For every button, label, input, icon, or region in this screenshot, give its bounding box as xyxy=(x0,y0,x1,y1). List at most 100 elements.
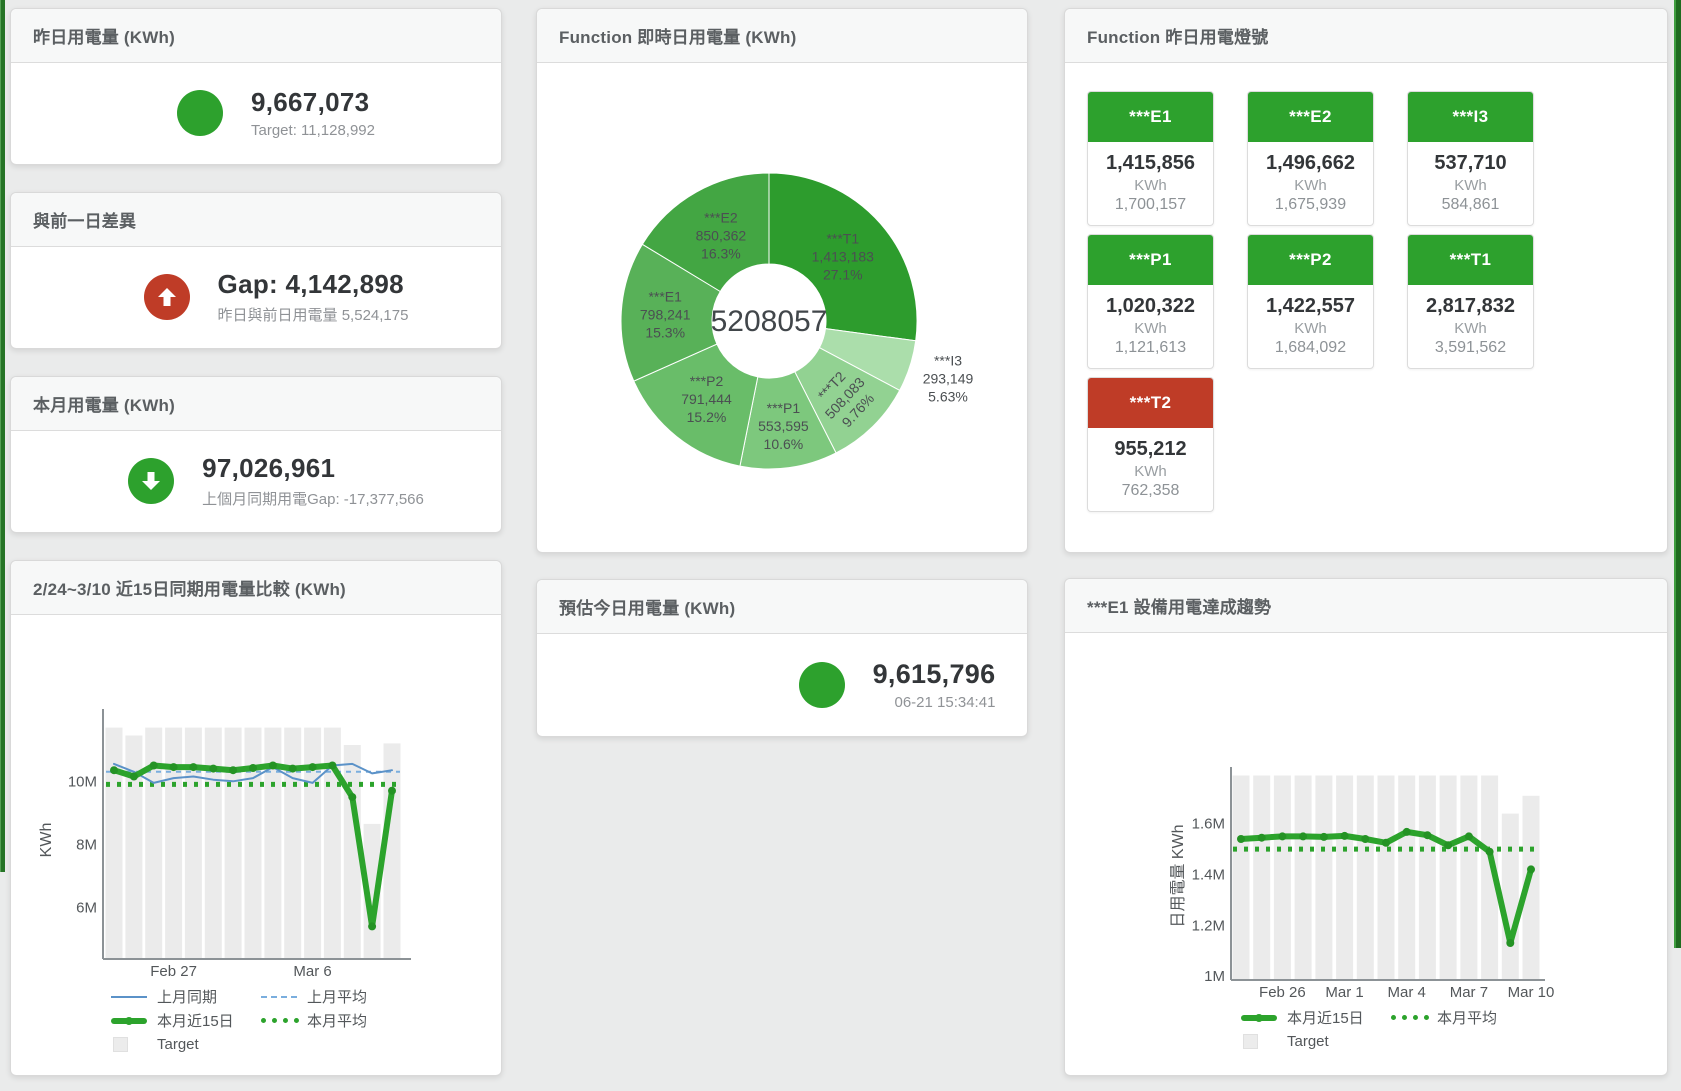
y-tick-label: 1M xyxy=(1204,968,1225,985)
light-card-value: 1,415,856 xyxy=(1106,152,1195,174)
panel-title[interactable]: Function 即時日用電量 (KWh) xyxy=(559,28,797,47)
legend-square-icon xyxy=(1243,1034,1258,1049)
panel-title[interactable]: 本月用電量 (KWh) xyxy=(33,396,175,415)
light-card-unit: KWh xyxy=(1134,463,1167,480)
legend-label: 本月近15日 xyxy=(1287,1010,1364,1027)
panel-title[interactable]: Function 昨日用電燈號 xyxy=(1087,28,1269,47)
donut-slice-label: ***P2 791,444 15.2% xyxy=(681,373,732,425)
legend-item-dots[interactable]: 本月平均 xyxy=(1391,1007,1497,1028)
light-card-target: 3,591,562 xyxy=(1434,339,1507,356)
stat-row: Gap: 4,142,898 昨日與前日用電量 5,524,175 xyxy=(31,247,521,347)
light-card-value: 1,020,322 xyxy=(1106,295,1195,317)
series-point xyxy=(1319,832,1328,841)
light-card-status-header: ***T2 xyxy=(1088,378,1213,428)
light-card-unit: KWh xyxy=(1134,320,1167,337)
target-bar xyxy=(383,743,401,959)
donut-slice-label: ***E2 850,362 16.3% xyxy=(696,210,747,262)
light-card-unit: KWh xyxy=(1454,177,1487,194)
panel-header: 本月用電量 (KWh) xyxy=(11,377,501,431)
legend-label: Target xyxy=(1287,1033,1329,1050)
light-card-T2: ***T2 955,212 KWh 762,358 xyxy=(1087,377,1214,512)
panel-title[interactable]: 2/24~3/10 近15日同期用電量比較 (KWh) xyxy=(33,580,346,599)
panel-title[interactable]: 預估今日用電量 (KWh) xyxy=(559,599,736,618)
legend-item-dash[interactable]: 上月平均 xyxy=(261,986,367,1007)
light-card-unit: KWh xyxy=(1454,320,1487,337)
legend-thick-icon xyxy=(1241,1013,1277,1022)
series-point xyxy=(1506,939,1515,947)
trend-compare-chart: 6M 8M 10M Feb 27 Mar 6 KWh xyxy=(38,709,411,980)
e1-chart-legend: 本月近15日 本月平均 Target xyxy=(1241,1007,1497,1052)
month-usage-gap: 上個月同期用電Gap: -17,377,566 xyxy=(202,491,424,508)
target-bar xyxy=(165,727,183,959)
target-bar xyxy=(284,727,302,959)
light-card-target: 1,700,157 xyxy=(1114,196,1187,213)
x-tick-label: Feb 26 xyxy=(1259,984,1306,1001)
panel-trend-compare: 2/24~3/10 近15日同期用電量比較 (KWh) 6M 8M 10M Feb 2… xyxy=(10,560,502,1076)
stat-row: 97,026,961 上個月同期用電Gap: -17,377,566 xyxy=(31,431,521,531)
series-point xyxy=(189,763,198,772)
legend-dots-icon xyxy=(1391,1015,1429,1020)
panel-header: 2/24~3/10 近15日同期用電量比較 (KWh) xyxy=(11,561,501,615)
series-point xyxy=(110,766,118,775)
series-point xyxy=(1361,835,1370,843)
stat-row: 9,667,073 Target: 11,128,992 xyxy=(31,63,521,163)
target-bar xyxy=(1253,775,1271,980)
legend-item-square[interactable]: Target xyxy=(1241,1031,1391,1052)
series-point xyxy=(368,922,377,931)
month-usage-value: 97,026,961 xyxy=(202,453,336,483)
series-point xyxy=(1464,832,1473,841)
y-axis-title: 日用電量 KWh xyxy=(1170,824,1187,927)
legend-label: 本月平均 xyxy=(307,1013,368,1030)
day-gap-value: Gap: 4,142,898 xyxy=(217,269,404,299)
donut-slice-P2[interactable] xyxy=(633,343,759,467)
legend-item-dots[interactable]: 本月平均 xyxy=(261,1010,367,1031)
yesterday-usage-value: 9,667,073 xyxy=(251,87,370,117)
panel-title[interactable]: 昨日用電量 (KWh) xyxy=(33,28,175,47)
light-card-target: 1,121,613 xyxy=(1114,339,1187,356)
target-bar xyxy=(1460,775,1478,980)
series-point xyxy=(388,786,396,795)
light-card-target: 584,861 xyxy=(1441,196,1500,213)
x-tick-label: Mar 1 xyxy=(1325,984,1363,1001)
series-point xyxy=(1257,833,1266,842)
y-tick-label: 1.6M xyxy=(1192,816,1225,833)
target-bar xyxy=(1418,775,1436,980)
target-bar xyxy=(1522,795,1540,980)
legend-label: 上月平均 xyxy=(307,989,368,1006)
panel-header: ***E1 設備用電達成趨勢 xyxy=(1065,579,1667,633)
series-point xyxy=(348,793,357,802)
donut-slice-T1[interactable] xyxy=(768,172,918,342)
status-circle-icon xyxy=(798,661,845,708)
panel-realtime-donut: Function 即時日用電量 (KWh) ***T1 1,413,183 27.1… xyxy=(536,8,1028,553)
series-point xyxy=(1527,865,1535,874)
series-line xyxy=(113,762,393,784)
panel-month-usage: 本月用電量 (KWh) 97,026,961 上個月同期用電Gap: -17,3… xyxy=(10,376,502,533)
light-card-target: 1,684,092 xyxy=(1274,339,1347,356)
panel-title[interactable]: ***E1 設備用電達成趨勢 xyxy=(1087,598,1272,617)
x-tick-label: Feb 27 xyxy=(150,963,197,980)
light-card-value: 955,212 xyxy=(1114,438,1187,460)
panel-header: 與前一日差異 xyxy=(11,193,501,247)
light-card-status-header: ***E1 xyxy=(1088,92,1213,142)
donut-slice-label: ***P1 553,595 10.6% xyxy=(758,400,809,452)
donut-slice-E2[interactable] xyxy=(641,172,770,293)
series-point xyxy=(1423,831,1432,840)
panel-title[interactable]: 與前一日差異 xyxy=(33,212,137,231)
legend-item-square[interactable]: Target xyxy=(111,1034,261,1055)
y-tick-label: 6M xyxy=(76,900,97,917)
panel-estimate-today: 預估今日用電量 (KWh) 9,615,796 06-21 15:34:41 xyxy=(536,579,1028,737)
legend-item-thick[interactable]: 本月近15日 xyxy=(111,1010,261,1031)
legend-item-line[interactable]: 上月同期 xyxy=(111,986,261,1007)
donut-slice-label: ***T1 1,413,183 27.1% xyxy=(812,231,874,283)
target-bar xyxy=(145,727,163,959)
legend-label: 本月近15日 xyxy=(157,1013,234,1030)
target-bar xyxy=(1336,775,1354,980)
donut-slice-E1[interactable] xyxy=(620,243,721,382)
target-bar xyxy=(1232,775,1250,980)
series-point xyxy=(249,764,257,772)
legend-item-thick[interactable]: 本月近15日 xyxy=(1241,1007,1391,1028)
light-card-P1: ***P1 1,020,322 KWh 1,121,613 xyxy=(1087,234,1214,369)
light-card-P2: ***P2 1,422,557 KWh 1,684,092 xyxy=(1247,234,1374,369)
light-card-E2: ***E2 1,496,662 KWh 1,675,939 xyxy=(1247,91,1374,226)
estimate-timestamp: 06-21 15:34:41 xyxy=(894,693,996,711)
